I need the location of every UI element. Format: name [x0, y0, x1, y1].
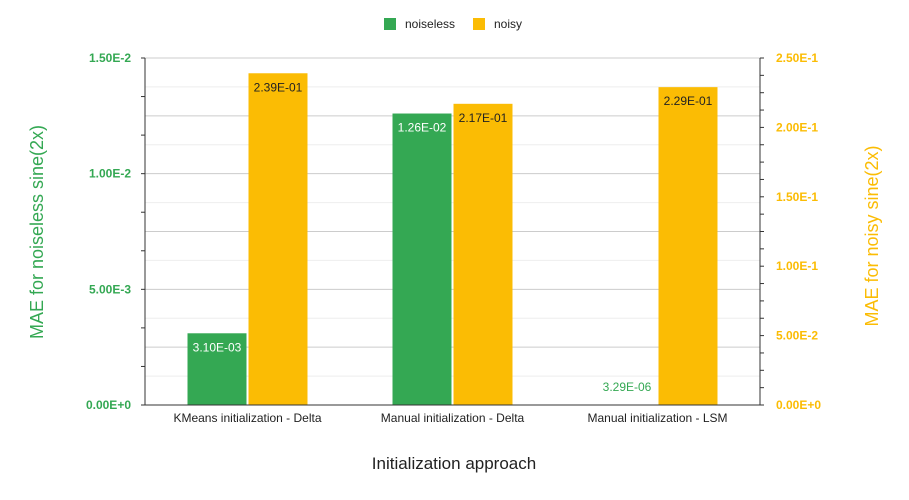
x-tick-label: Manual initialization - LSM: [587, 411, 727, 425]
data-label-noisy: 2.17E-01: [459, 111, 508, 125]
y-tick-label-left: 5.00E-3: [89, 282, 131, 296]
data-label-noiseless: 3.29E-06: [603, 380, 652, 394]
legend-swatch-noisy: [473, 18, 485, 30]
bar-noiseless: [392, 113, 452, 406]
bar-noisy: [658, 87, 718, 405]
legend-swatch-noiseless: [384, 18, 396, 30]
x-tick-label: Manual initialization - Delta: [381, 411, 525, 425]
y-axis-title-right: MAE for noisy sine(2x): [862, 145, 882, 326]
bar-noisy: [248, 73, 308, 405]
bar-noiseless: [187, 333, 247, 405]
y-tick-label-right: 5.00E-2: [776, 329, 818, 343]
y-tick-label-left: 1.50E-2: [89, 51, 131, 65]
data-label-noiseless: 1.26E-02: [398, 121, 447, 135]
y-tick-label-left: 0.00E+0: [86, 398, 131, 412]
bar-noisy: [453, 103, 513, 405]
y-tick-label-right: 1.50E-1: [776, 190, 818, 204]
data-label-noiseless: 3.10E-03: [193, 340, 242, 354]
legend-label-noisy: noisy: [494, 17, 522, 31]
bars: 3.10E-03 2.39E-01 1.26E-02 2.17E-01 3.29E-06…: [187, 73, 718, 406]
y-tick-label-right: 0.00E+0: [776, 398, 821, 412]
axes: 0.00E+0 5.00E-3 1.00E-2 1.50E-2 0.00E+0 5.00E…: [86, 51, 821, 425]
y-tick-label-left: 1.00E-2: [89, 167, 131, 181]
x-tick-label: KMeans initialization - Delta: [173, 411, 321, 425]
x-axis-title: Initialization approach: [372, 454, 536, 473]
legend: noiseless noisy: [384, 17, 522, 31]
y-tick-label-right: 1.00E-1: [776, 259, 818, 273]
y-tick-label-right: 2.50E-1: [776, 51, 818, 65]
y-axis-title-left: MAE for noiseless sine(2x): [27, 125, 47, 339]
legend-label-noiseless: noiseless: [405, 17, 455, 31]
y-tick-label-right: 2.00E-1: [776, 120, 818, 134]
data-label-noisy: 2.29E-01: [664, 94, 713, 108]
data-label-noisy: 2.39E-01: [254, 80, 303, 94]
